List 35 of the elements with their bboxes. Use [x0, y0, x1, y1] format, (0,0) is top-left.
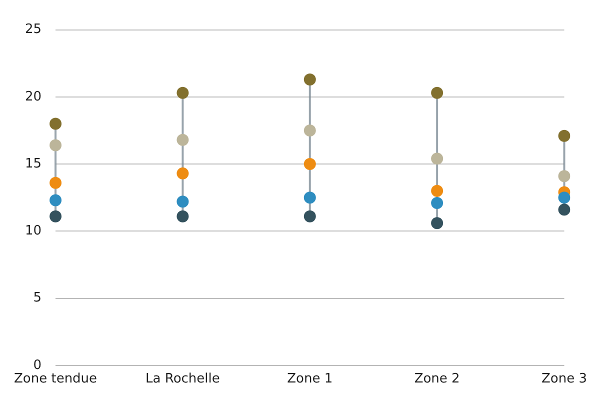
- point: [304, 124, 316, 136]
- x-tick-label: La Rochelle: [146, 372, 220, 387]
- point: [304, 158, 316, 170]
- point: [176, 196, 189, 208]
- point: [431, 184, 444, 197]
- point: [304, 192, 316, 204]
- point: [304, 210, 316, 222]
- point: [558, 204, 570, 216]
- y-tick-label: 15: [24, 156, 42, 172]
- point: [431, 152, 444, 165]
- point: [558, 192, 570, 204]
- point: [558, 170, 570, 182]
- x-tick-label: Zone 3: [542, 372, 587, 387]
- point: [176, 167, 189, 180]
- y-tick-label: 25: [24, 22, 42, 38]
- x-tick-label: Zone 2: [414, 372, 460, 387]
- point: [50, 176, 62, 189]
- point: [558, 130, 570, 142]
- x-tick-label: Zone 1: [287, 372, 333, 387]
- y-tick-label: 0: [33, 358, 42, 373]
- point: [304, 73, 316, 86]
- point: [50, 118, 62, 130]
- point: [431, 217, 444, 230]
- y-tick-label: 10: [24, 224, 42, 239]
- point: [50, 194, 62, 206]
- point: [431, 196, 444, 209]
- point: [176, 134, 189, 146]
- point: [50, 210, 62, 222]
- point: [431, 86, 444, 99]
- y-tick-label: 20: [24, 89, 42, 104]
- point: [50, 139, 62, 152]
- point: [176, 86, 189, 99]
- y-tick-label: 5: [33, 290, 42, 306]
- point: [176, 210, 189, 222]
- x-tick-label: Zone tendue: [14, 372, 98, 387]
